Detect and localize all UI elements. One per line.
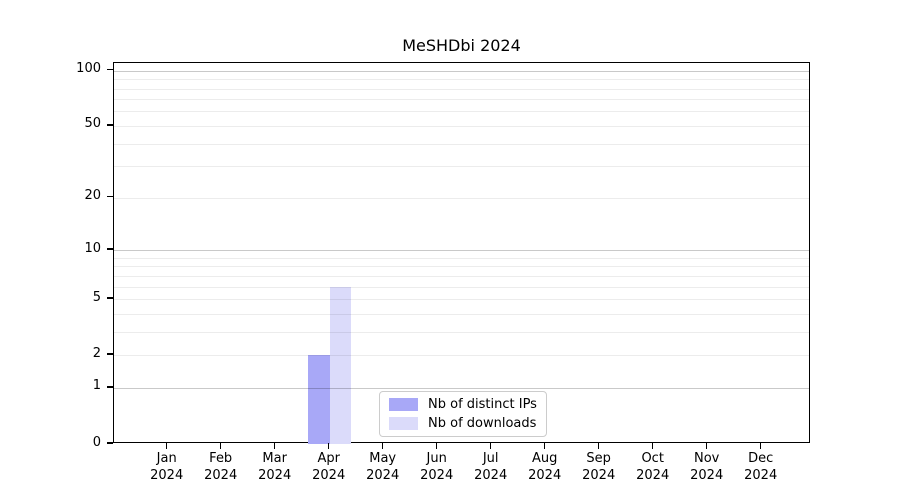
y-tick-mark xyxy=(107,386,113,388)
x-tick-mark xyxy=(165,443,168,449)
gridline-major xyxy=(114,250,809,251)
legend-label: Nb of distinct IPs xyxy=(428,397,537,413)
legend-item: Nb of distinct IPs xyxy=(389,397,538,412)
x-tick-mark xyxy=(327,443,330,449)
gridline-minor xyxy=(114,275,809,277)
y-tick-label: 10 xyxy=(84,240,101,256)
gridline-major xyxy=(114,70,809,72)
x-tick-mark xyxy=(597,443,600,449)
x-tick-mark xyxy=(489,443,492,449)
x-tick-mark xyxy=(543,443,546,449)
legend-item: Nb of downloads xyxy=(389,416,538,431)
y-tick-label: 50 xyxy=(84,116,101,132)
y-tick-label: 2 xyxy=(92,345,101,361)
x-tick-mark xyxy=(651,443,654,449)
gridline-minor xyxy=(114,111,809,113)
bar-distinct-ips xyxy=(308,355,330,444)
x-tick-label: Jan 2024 xyxy=(150,451,184,483)
x-tick-label: Feb 2024 xyxy=(204,451,238,483)
x-tick-label: Jun 2024 xyxy=(420,451,454,483)
x-tick-label: Nov 2024 xyxy=(690,451,724,483)
gridline-minor xyxy=(114,143,809,145)
y-tick-label: 100 xyxy=(76,61,101,77)
gridline-minor xyxy=(114,299,809,300)
chart-title: MeSHDbi 2024 xyxy=(402,36,521,55)
x-tick-label: Aug 2024 xyxy=(528,451,562,483)
y-tick-label: 5 xyxy=(92,289,101,305)
gridline-minor xyxy=(114,79,809,81)
x-tick-mark xyxy=(435,443,438,449)
gridline-minor xyxy=(114,266,809,268)
gridline-minor xyxy=(114,257,809,259)
bar-downloads xyxy=(329,286,352,444)
gridline-minor xyxy=(114,286,809,288)
plot-area xyxy=(113,62,810,444)
x-tick-label: Dec 2024 xyxy=(744,451,778,483)
y-tick-mark xyxy=(107,297,113,299)
y-tick-label: 0 xyxy=(92,434,101,450)
x-tick-label: Apr 2024 xyxy=(312,451,346,483)
y-tick-label: 1 xyxy=(92,378,101,394)
legend-swatch-icon xyxy=(389,398,418,412)
y-tick-mark xyxy=(107,353,113,355)
gridline-minor xyxy=(114,125,809,127)
gridline-major xyxy=(114,387,809,389)
gridline-minor xyxy=(114,331,809,333)
x-tick-label: May 2024 xyxy=(366,451,400,483)
y-tick-mark xyxy=(107,68,113,71)
x-tick-mark xyxy=(705,443,708,449)
x-tick-label: Jul 2024 xyxy=(474,451,508,483)
gridline-minor xyxy=(114,88,809,90)
legend: Nb of distinct IPs Nb of downloads xyxy=(379,391,547,437)
x-tick-label: Sep 2024 xyxy=(582,451,616,483)
y-tick-label: 20 xyxy=(84,188,101,204)
gridline-minor xyxy=(114,166,809,168)
x-tick-mark xyxy=(273,443,276,449)
y-tick-mark xyxy=(107,248,113,250)
y-tick-mark xyxy=(107,124,113,126)
x-tick-mark xyxy=(759,443,762,449)
legend-label: Nb of downloads xyxy=(428,415,537,431)
y-tick-mark xyxy=(107,195,113,198)
gridline-minor xyxy=(114,197,809,199)
gridline-minor xyxy=(114,313,809,315)
gridline-minor xyxy=(114,99,809,101)
x-tick-label: Mar 2024 xyxy=(258,451,292,483)
x-tick-label: Oct 2024 xyxy=(636,451,670,483)
x-tick-mark xyxy=(381,443,384,449)
y-tick-mark xyxy=(107,442,113,444)
legend-swatch-icon xyxy=(389,416,418,430)
gridline-minor xyxy=(114,355,809,357)
x-tick-mark xyxy=(219,443,222,449)
